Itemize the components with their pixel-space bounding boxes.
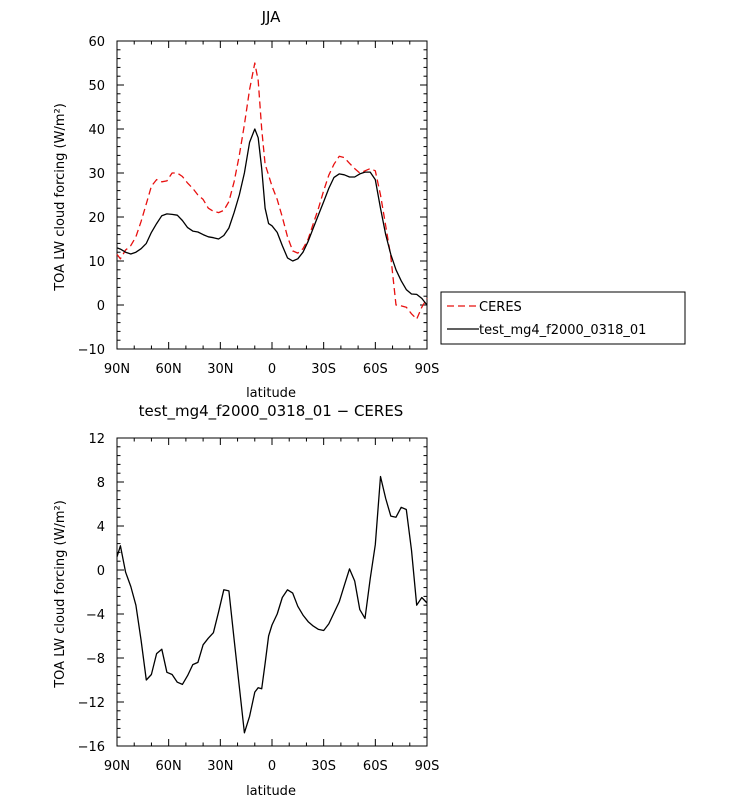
top-x-tick-label: 90S [415, 362, 440, 377]
bottom-y-axis-label: TOA LW cloud forcing (W/m²) [53, 500, 68, 689]
bottom-y-tick-label: 4 [97, 520, 105, 535]
top-y-axis-label: TOA LW cloud forcing (W/m²) [53, 103, 68, 292]
top-y-tick-label: 60 [88, 35, 105, 50]
legend-box [440, 291, 686, 345]
top-chart-title: JJA [261, 8, 282, 26]
bottom-panel: test_mg4_f2000_0318_01 − CERES −16 −12 −8 −… [53, 402, 439, 799]
bottom-y-tick-label: 8 [97, 476, 105, 491]
bottom-x-tick-label: 30N [207, 759, 233, 774]
top-x-tick-label: 60S [363, 362, 388, 377]
top-x-axis-label: latitude [246, 386, 296, 401]
legend-label-ceres: CERES [479, 300, 522, 315]
top-y-tick-label: 40 [88, 123, 105, 138]
legend: CERES test_mg4_f2000_0318_01 [440, 291, 686, 345]
top-y-tick-label: 50 [88, 79, 105, 94]
bottom-x-axis-label: latitude [246, 784, 296, 799]
top-x-tick-label: 30S [311, 362, 336, 377]
legend-label-model: test_mg4_f2000_0318_01 [479, 323, 646, 338]
top-x-tick-label: 60N [156, 362, 182, 377]
top-y-tick-label: 30 [88, 167, 105, 182]
top-x-tick-label: 90N [104, 362, 130, 377]
bottom-x-tick-label: 60S [363, 759, 388, 774]
top-series-line-ceres [116, 62, 428, 320]
bottom-y-tick-label: −16 [78, 740, 105, 755]
bottom-x-tick-label: 90S [415, 759, 440, 774]
top-y-tick-label: 10 [88, 255, 105, 270]
bottom-y-tick-label: −8 [86, 652, 105, 667]
bottom-x-tick-label: 60N [156, 759, 182, 774]
bottom-chart-title: test_mg4_f2000_0318_01 − CERES [139, 402, 404, 421]
bottom-y-tick-label: 12 [88, 432, 105, 447]
bottom-x-tick-label: 30S [311, 759, 336, 774]
bottom-x-tick-label: 0 [268, 759, 276, 774]
top-y-tick-label: 20 [88, 211, 105, 226]
top-x-tick-label: 30N [207, 362, 233, 377]
bottom-y-tick-label: −12 [78, 696, 105, 711]
top-x-tick-label: 0 [268, 362, 276, 377]
bottom-x-tick-label: 90N [104, 759, 130, 774]
top-y-tick-label: −10 [78, 343, 105, 358]
bottom-y-tick-label: −4 [86, 608, 105, 623]
top-series-line-test-mg4-f2000-0318-01 [116, 128, 428, 306]
bottom-series-line-difference [116, 475, 428, 734]
top-y-tick-label: 0 [97, 299, 105, 314]
bottom-y-tick-label: 0 [97, 564, 105, 579]
